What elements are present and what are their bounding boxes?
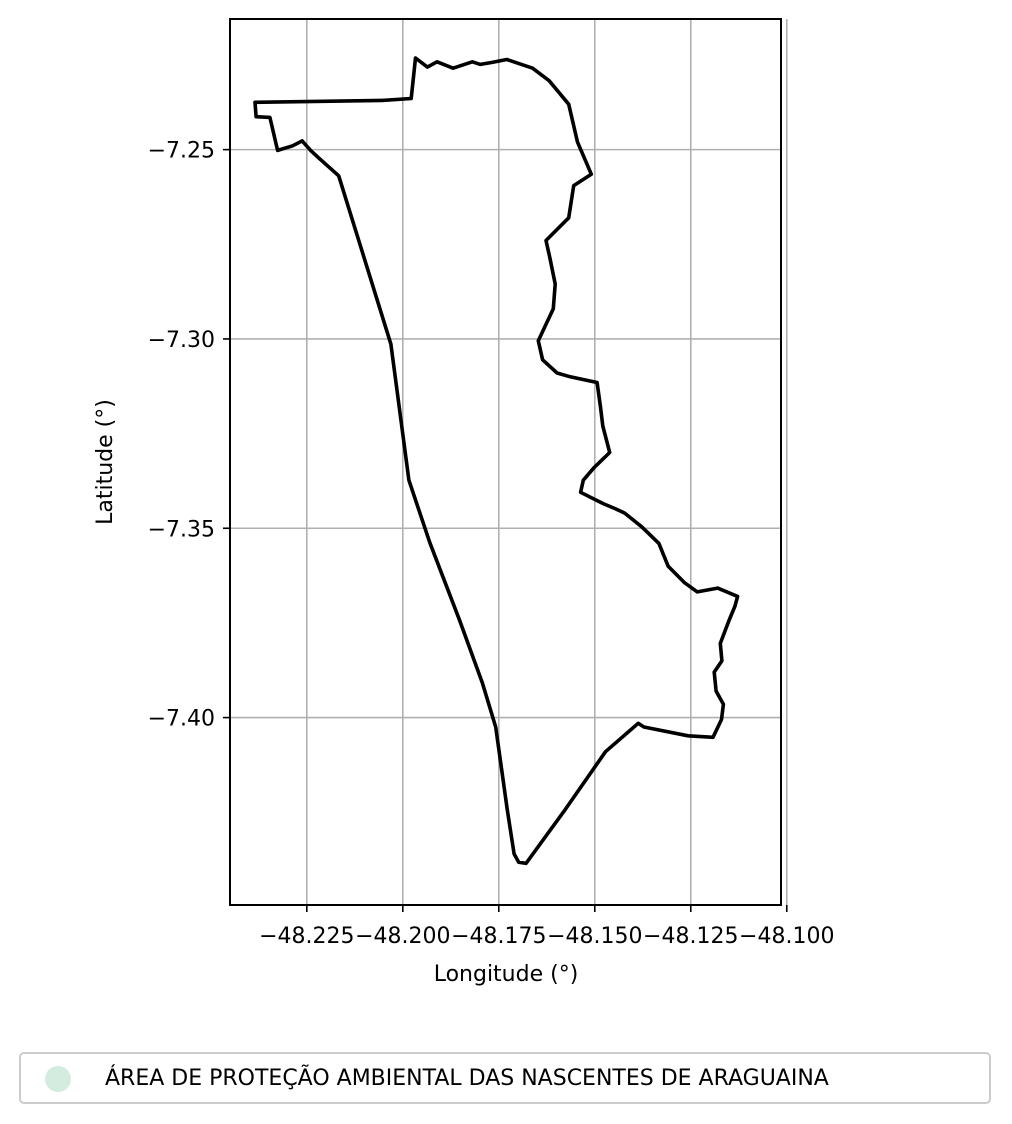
x-tick-label: −48.100 — [739, 924, 834, 949]
y-axis-ticks: −7.25 −7.30 −7.35 −7.40 — [148, 139, 230, 732]
x-tick-label: −48.200 — [355, 924, 450, 949]
protected-area-boundary — [253, 56, 740, 866]
legend: ÁREA DE PROTEÇÃO AMBIENTAL DAS NASCENTES… — [19, 1052, 991, 1104]
y-tick-label: −7.35 — [148, 517, 215, 542]
y-tick-label: −7.30 — [148, 328, 215, 353]
y-tick-label: −7.40 — [148, 707, 215, 732]
plot-area-frame — [229, 18, 782, 906]
x-axis-ticks: −48.225 −48.200 −48.175 −48.150 −48.125 −48.1… — [259, 905, 834, 949]
y-axis-label: Latitude (°) — [93, 399, 118, 525]
legend-label: ÁREA DE PROTEÇÃO AMBIENTAL DAS NASCENTES… — [105, 1066, 829, 1091]
x-tick-label: −48.225 — [259, 924, 354, 949]
x-tick-label: −48.150 — [547, 924, 642, 949]
y-tick-label: −7.25 — [148, 139, 215, 164]
x-tick-label: −48.175 — [451, 924, 546, 949]
x-tick-label: −48.125 — [643, 924, 738, 949]
legend-marker-circle — [45, 1066, 71, 1092]
x-axis-label: Longitude (°) — [434, 962, 579, 987]
grid-lines — [230, 19, 788, 905]
